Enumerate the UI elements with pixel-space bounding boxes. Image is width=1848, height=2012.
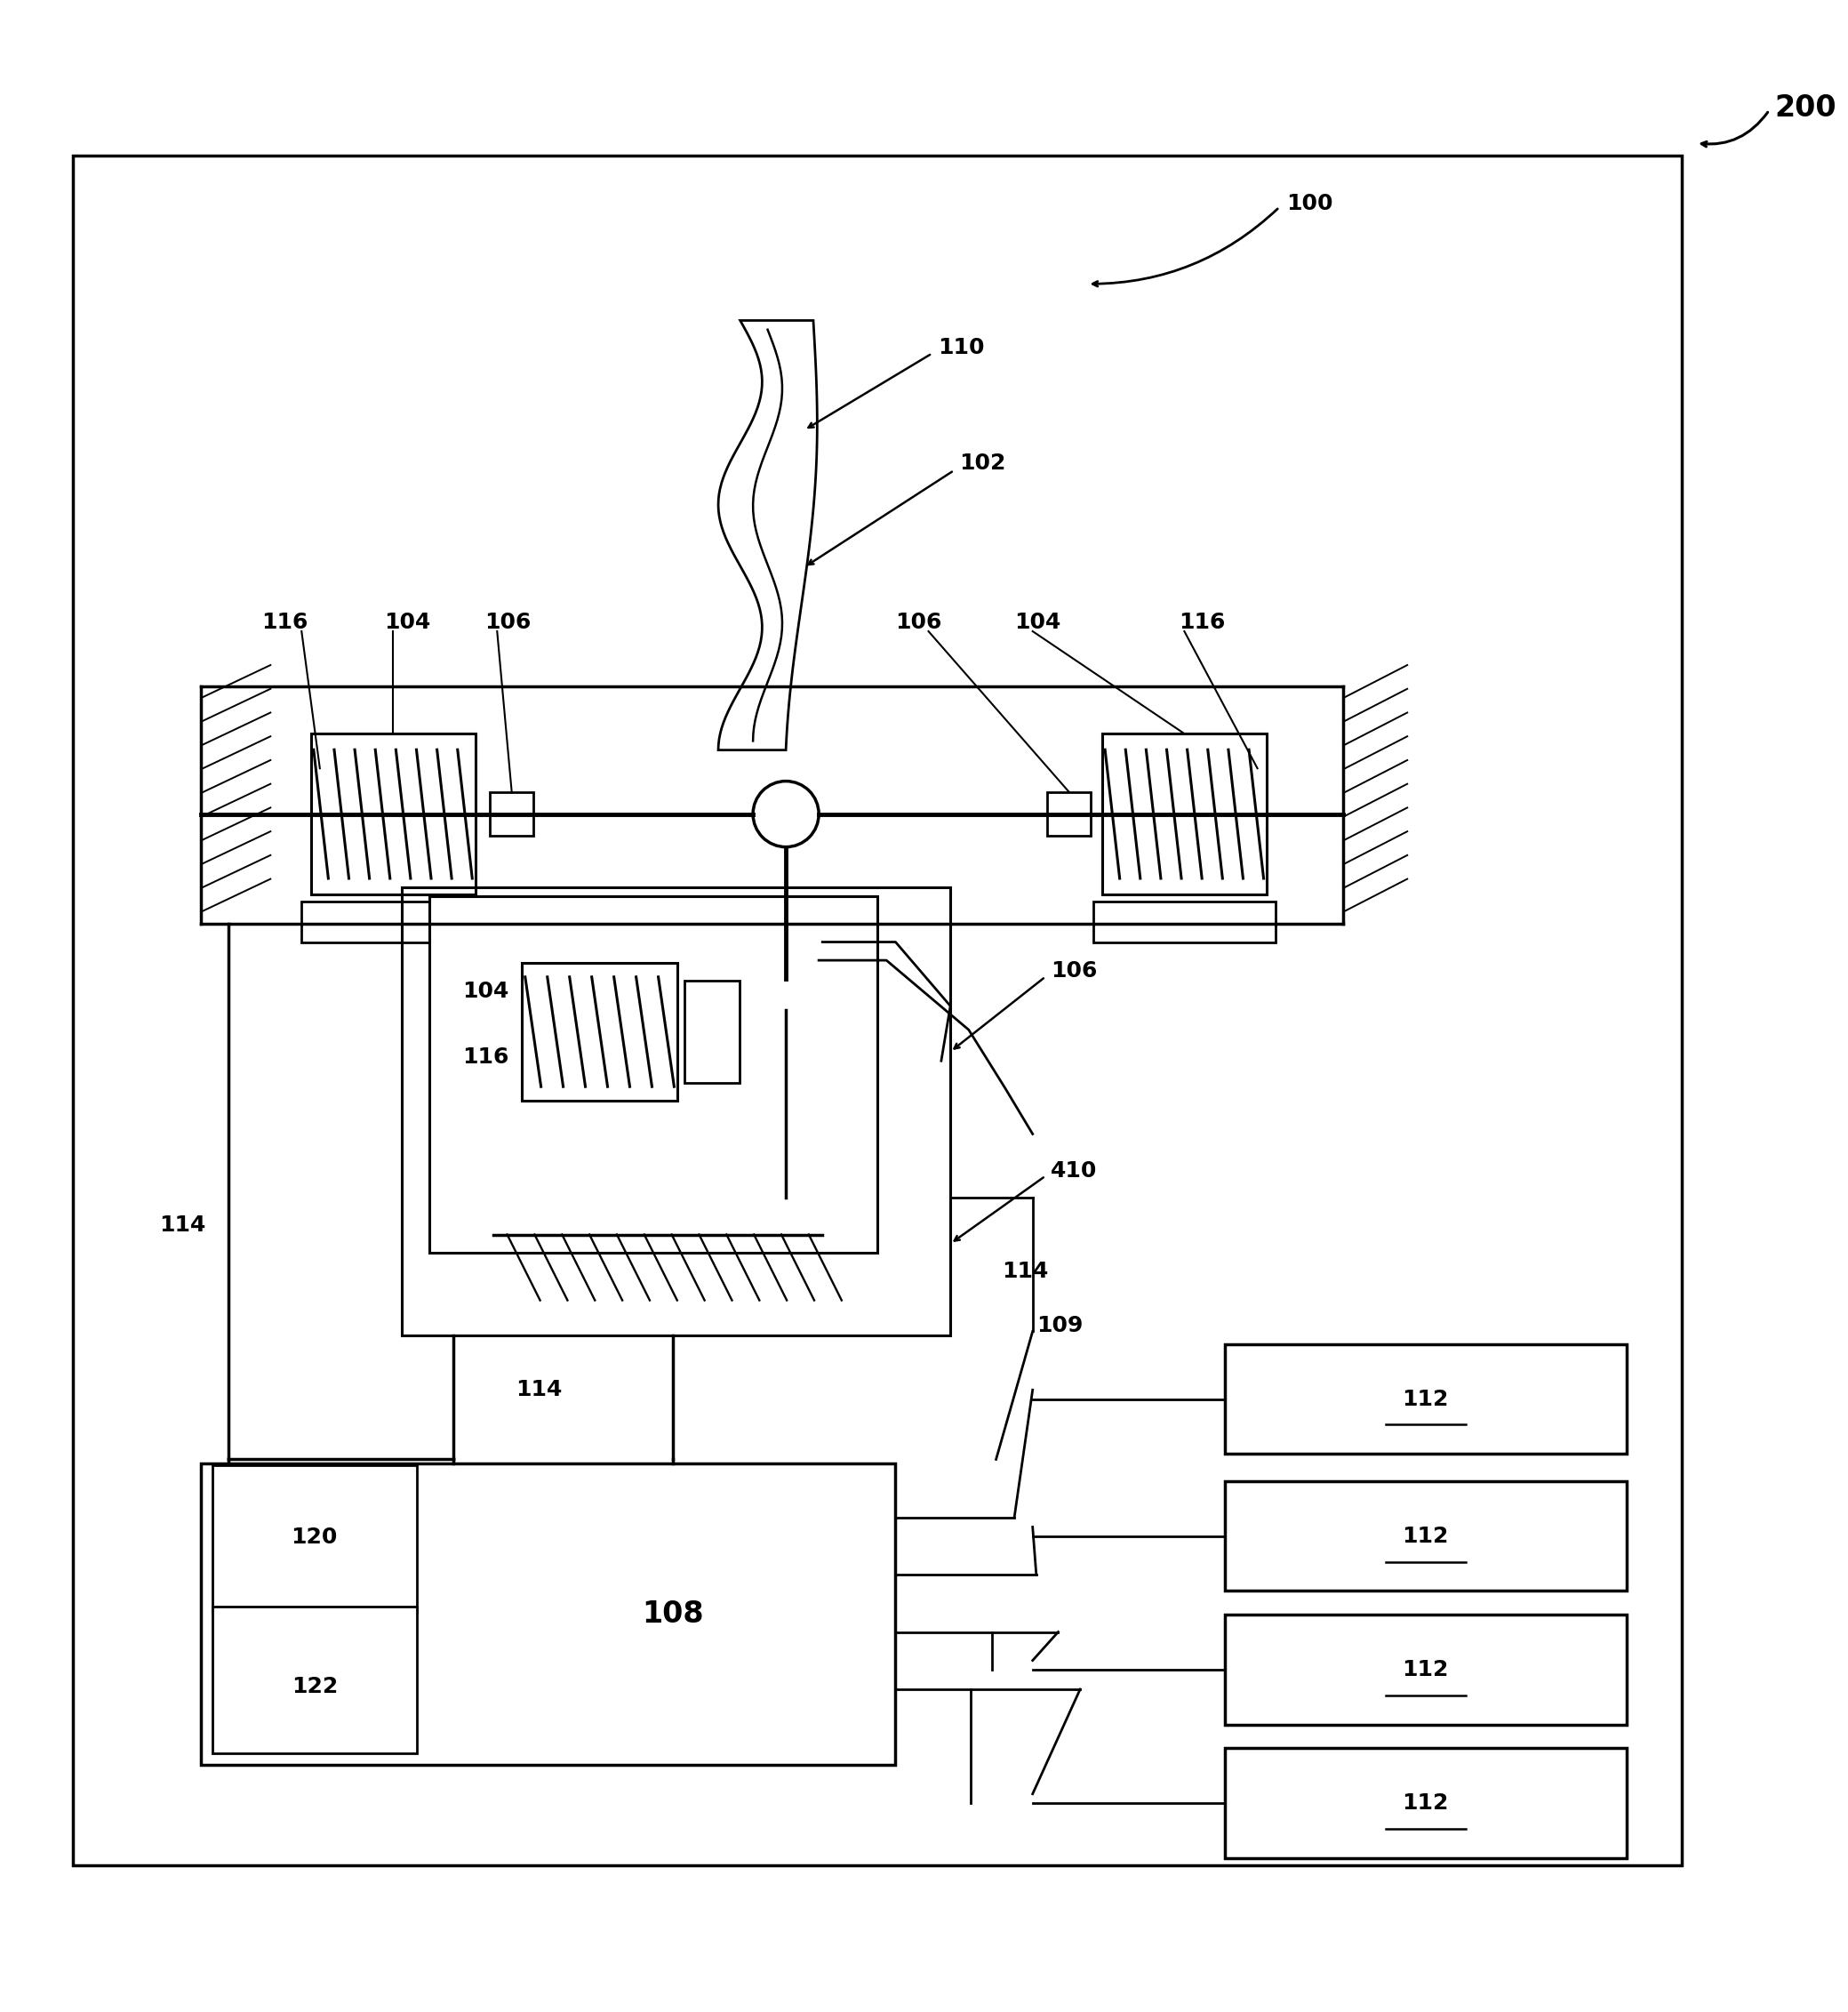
Text: 106: 106 [1052, 960, 1098, 982]
Text: 110: 110 [937, 338, 985, 358]
Bar [1048, 793, 1090, 837]
Bar [403, 887, 950, 1336]
Text: 112: 112 [1403, 1388, 1449, 1410]
Text: 112: 112 [1403, 1793, 1449, 1813]
Text: 200: 200 [1774, 95, 1837, 123]
Text: 122: 122 [292, 1676, 338, 1696]
Text: 102: 102 [959, 453, 1005, 473]
Text: 104: 104 [1015, 612, 1061, 634]
Text: 116: 116 [462, 1046, 508, 1068]
Bar [684, 980, 739, 1082]
Text: 104: 104 [384, 612, 431, 634]
Bar [1225, 1481, 1626, 1591]
Bar [1225, 1344, 1626, 1455]
Text: 100: 100 [1286, 193, 1332, 213]
Bar [1101, 734, 1266, 895]
Bar [310, 734, 475, 895]
Polygon shape [719, 320, 817, 750]
Text: 116: 116 [1179, 612, 1225, 634]
Bar [1225, 1616, 1626, 1724]
Text: 112: 112 [1403, 1660, 1449, 1680]
Bar [1092, 901, 1275, 942]
Text: 114: 114 [1002, 1260, 1048, 1282]
Text: 104: 104 [462, 982, 508, 1002]
Bar [429, 895, 878, 1253]
Text: 116: 116 [261, 612, 309, 634]
Bar [213, 1606, 418, 1754]
Text: 112: 112 [1403, 1525, 1449, 1547]
Bar [301, 901, 484, 942]
Text: 410: 410 [1052, 1159, 1098, 1181]
Text: 106: 106 [484, 612, 530, 634]
Text: 108: 108 [643, 1600, 704, 1628]
Bar [74, 157, 1682, 1865]
Bar [201, 1463, 896, 1765]
Text: 114: 114 [516, 1378, 562, 1400]
Bar [490, 793, 534, 837]
Text: 114: 114 [159, 1215, 205, 1235]
Bar [213, 1465, 418, 1612]
Bar [1225, 1748, 1626, 1857]
Bar [521, 964, 678, 1101]
Bar [756, 960, 815, 1010]
Text: 120: 120 [292, 1527, 338, 1547]
Text: 106: 106 [896, 612, 942, 634]
Text: 109: 109 [1037, 1316, 1083, 1336]
Circle shape [752, 781, 819, 847]
